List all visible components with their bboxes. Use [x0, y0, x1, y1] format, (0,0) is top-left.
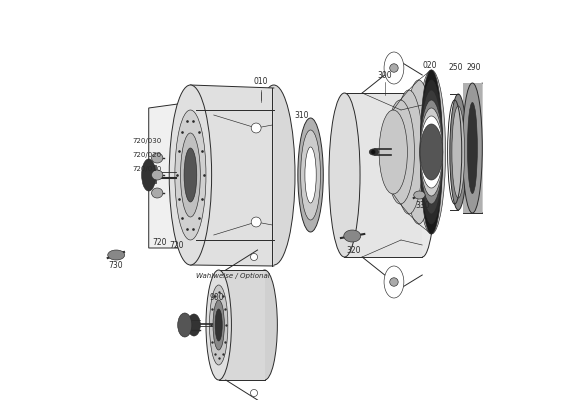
- Circle shape: [371, 150, 376, 154]
- Ellipse shape: [420, 124, 443, 180]
- Ellipse shape: [169, 85, 212, 265]
- Ellipse shape: [414, 191, 425, 199]
- Text: 300: 300: [378, 71, 392, 80]
- Ellipse shape: [462, 83, 482, 213]
- Ellipse shape: [213, 300, 224, 350]
- Ellipse shape: [329, 93, 360, 257]
- Text: 320: 320: [346, 246, 361, 255]
- Polygon shape: [190, 85, 274, 266]
- Circle shape: [251, 217, 261, 227]
- Ellipse shape: [417, 70, 445, 234]
- Ellipse shape: [152, 153, 163, 163]
- Circle shape: [251, 123, 261, 133]
- Ellipse shape: [386, 100, 414, 204]
- Text: 310: 310: [295, 111, 310, 120]
- Text: 900: 900: [210, 293, 225, 302]
- Ellipse shape: [298, 118, 323, 232]
- Ellipse shape: [175, 110, 206, 240]
- Text: 250: 250: [449, 63, 464, 72]
- Text: 720: 720: [169, 241, 183, 250]
- Ellipse shape: [420, 116, 443, 188]
- Ellipse shape: [452, 106, 465, 198]
- Ellipse shape: [215, 309, 222, 341]
- Text: 290: 290: [466, 63, 481, 72]
- Ellipse shape: [384, 52, 404, 84]
- Ellipse shape: [252, 270, 277, 380]
- Ellipse shape: [420, 70, 443, 234]
- Ellipse shape: [152, 170, 163, 180]
- Text: 720/010: 720/010: [132, 166, 162, 172]
- Text: 010: 010: [254, 77, 268, 86]
- Ellipse shape: [181, 133, 200, 217]
- Ellipse shape: [473, 83, 492, 213]
- Polygon shape: [218, 270, 265, 380]
- Text: 330: 330: [415, 201, 430, 210]
- Ellipse shape: [209, 285, 228, 365]
- Ellipse shape: [152, 188, 163, 198]
- Polygon shape: [345, 93, 422, 257]
- Ellipse shape: [206, 270, 231, 380]
- Ellipse shape: [305, 147, 316, 203]
- Ellipse shape: [187, 314, 200, 336]
- Text: 720/030: 720/030: [132, 138, 162, 144]
- Ellipse shape: [420, 100, 443, 204]
- Ellipse shape: [409, 93, 435, 257]
- Polygon shape: [462, 83, 482, 213]
- Ellipse shape: [184, 148, 197, 202]
- Ellipse shape: [450, 94, 467, 210]
- Circle shape: [390, 64, 398, 72]
- Polygon shape: [149, 90, 280, 248]
- Ellipse shape: [468, 102, 477, 194]
- Ellipse shape: [405, 80, 433, 224]
- Circle shape: [251, 390, 258, 396]
- Ellipse shape: [369, 149, 379, 155]
- Text: 720: 720: [152, 238, 166, 247]
- Ellipse shape: [301, 130, 320, 220]
- Circle shape: [390, 278, 398, 286]
- Ellipse shape: [420, 90, 443, 214]
- Text: 720/020: 720/020: [132, 152, 162, 158]
- Ellipse shape: [142, 159, 156, 191]
- Text: Wahlweise / Optional: Wahlweise / Optional: [196, 273, 270, 279]
- Text: 020: 020: [422, 61, 436, 70]
- Text: 730: 730: [108, 261, 123, 270]
- Bar: [143, 165, 156, 183]
- Ellipse shape: [108, 250, 125, 260]
- Circle shape: [251, 254, 258, 260]
- Ellipse shape: [344, 230, 361, 242]
- Ellipse shape: [252, 85, 295, 265]
- Ellipse shape: [384, 266, 404, 298]
- Ellipse shape: [379, 110, 408, 194]
- Ellipse shape: [178, 313, 192, 337]
- Ellipse shape: [395, 90, 423, 214]
- Ellipse shape: [420, 108, 443, 196]
- Ellipse shape: [420, 80, 443, 224]
